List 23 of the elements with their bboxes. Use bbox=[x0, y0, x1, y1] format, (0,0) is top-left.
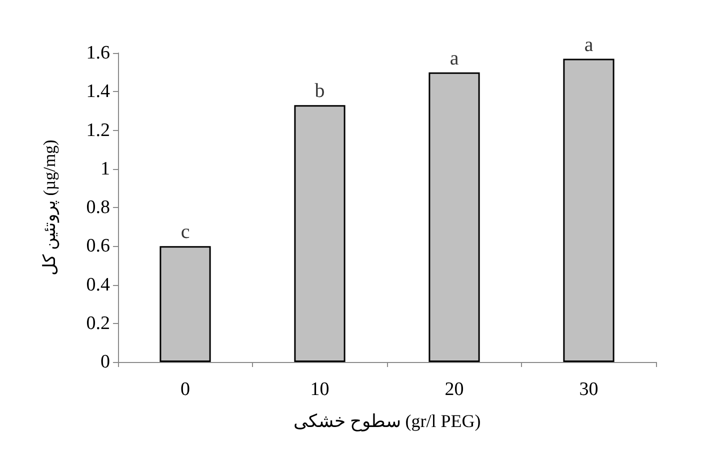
y-tick-label: 0.6 bbox=[86, 236, 110, 257]
bar bbox=[160, 246, 211, 362]
annotation: a bbox=[584, 34, 594, 56]
y-axis-title: پروتئین کل (µg/mg) bbox=[40, 140, 60, 276]
y-tick-label: 0 bbox=[100, 352, 110, 372]
annotation: b bbox=[314, 80, 325, 102]
bar bbox=[563, 58, 614, 362]
y-tick-label: 1 bbox=[100, 158, 110, 180]
y-tick-label: 0.8 bbox=[86, 197, 110, 218]
y-tick-label: 1.2 bbox=[86, 120, 110, 141]
x-axis-title: سطوح خشکی (gr/l PEG) bbox=[293, 411, 481, 432]
annotation: a bbox=[450, 47, 459, 70]
x-tick-label: 0 bbox=[180, 379, 190, 400]
y-tick-label: 1.4 bbox=[86, 81, 110, 102]
y-tick-label: 1.6 bbox=[86, 42, 110, 64]
x-tick-label: 10 bbox=[310, 379, 330, 400]
bar bbox=[428, 72, 480, 362]
y-tick-label: 0.4 bbox=[86, 274, 110, 296]
bar bbox=[294, 105, 346, 362]
x-tick-label: 20 bbox=[444, 379, 464, 400]
y-tick-label: 0.2 bbox=[86, 312, 110, 334]
annotation: c bbox=[180, 221, 190, 244]
x-tick-label: 30 bbox=[579, 379, 598, 400]
